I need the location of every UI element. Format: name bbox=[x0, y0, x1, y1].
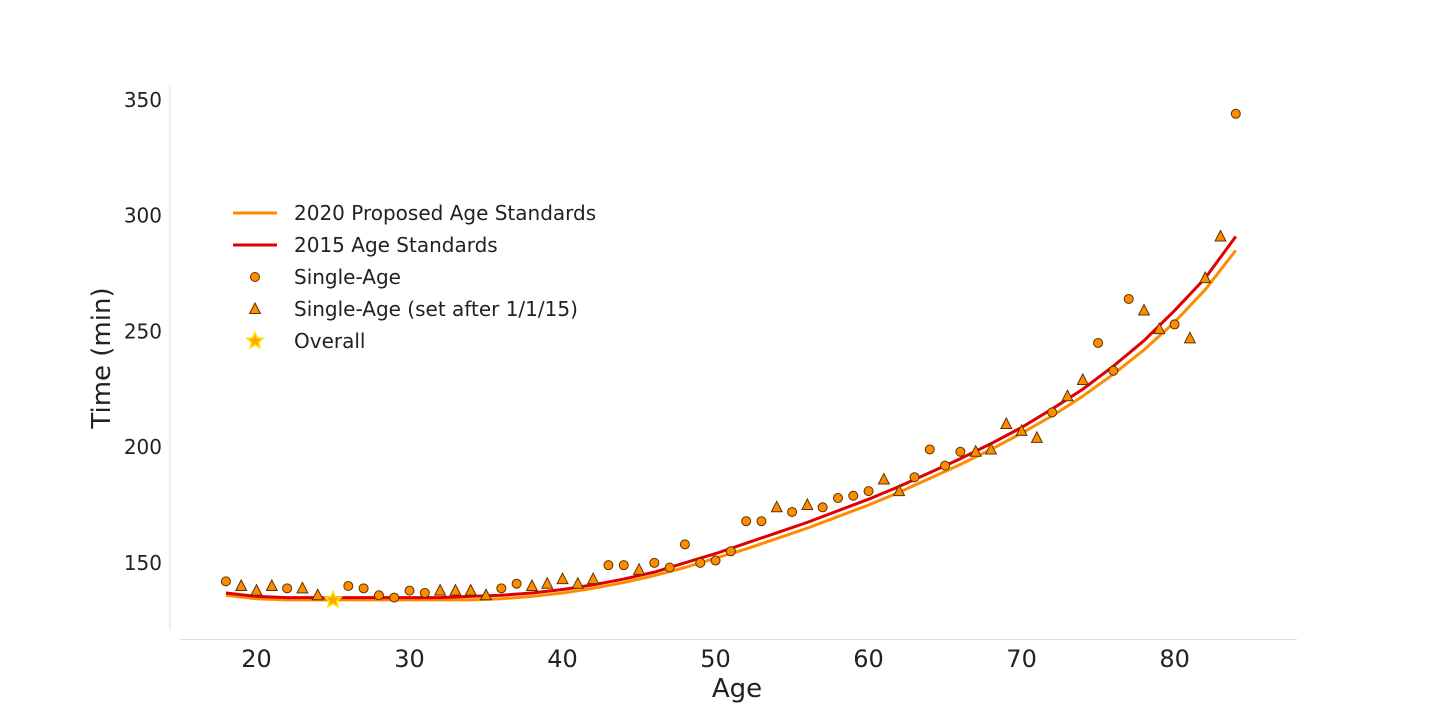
data-point-circle bbox=[511, 578, 522, 589]
data-point-circle bbox=[725, 546, 736, 557]
data-point-circle bbox=[1108, 365, 1119, 376]
x-tick-label: 20 bbox=[241, 645, 272, 673]
data-point-triangle bbox=[571, 576, 585, 589]
data-point-triangle bbox=[586, 571, 600, 585]
data-point-triangle bbox=[250, 583, 263, 596]
data-point-triangle bbox=[1137, 303, 1151, 316]
data-point-triangle bbox=[1076, 372, 1090, 385]
data-point-triangle bbox=[1061, 389, 1074, 402]
data-point-circle bbox=[220, 576, 231, 587]
data-point-circle bbox=[832, 493, 843, 504]
legend-label: Single-Age bbox=[294, 265, 401, 289]
data-point-triangle bbox=[311, 588, 324, 601]
data-point-triangle bbox=[1183, 331, 1197, 344]
data-point-triangle bbox=[801, 497, 814, 510]
data-point-circle bbox=[679, 539, 690, 550]
data-point-triangle bbox=[1153, 321, 1166, 335]
x-tick-label: 70 bbox=[1006, 645, 1037, 673]
x-tick-label: 80 bbox=[1159, 645, 1190, 673]
x-tick-label: 40 bbox=[547, 645, 578, 673]
data-point-triangle bbox=[1015, 423, 1028, 436]
data-point-circle bbox=[618, 560, 629, 571]
data-point-triangle bbox=[525, 578, 539, 592]
legend: 2020 Proposed Age Standards 2015 Age Stan… bbox=[233, 201, 596, 353]
x-axis-title: Age bbox=[712, 674, 762, 704]
data-point-triangle bbox=[1000, 416, 1013, 429]
data-point-circle bbox=[373, 590, 384, 601]
data-point-triangle bbox=[1030, 430, 1044, 443]
series-1-line bbox=[225, 235, 1237, 600]
data-point-circle bbox=[343, 581, 354, 592]
y-tick-label: 150 bbox=[124, 551, 162, 575]
y-tick-label: 350 bbox=[124, 88, 162, 112]
legend-label: 2020 Proposed Age Standards bbox=[294, 201, 596, 225]
data-point-circle bbox=[848, 490, 859, 501]
data-point-circle bbox=[756, 516, 767, 527]
legend-label: 2015 Age Standards bbox=[294, 233, 498, 257]
data-point-circle bbox=[955, 446, 966, 457]
legend-swatch-triangle bbox=[248, 301, 262, 314]
data-point-circle bbox=[863, 486, 874, 497]
data-point-triangle bbox=[265, 578, 279, 592]
data-point-circle bbox=[1047, 407, 1058, 418]
data-point-circle bbox=[817, 502, 828, 513]
data-point-circle bbox=[649, 557, 660, 568]
data-point-circle bbox=[1123, 293, 1134, 304]
data-point-circle bbox=[1169, 319, 1180, 330]
data-point-circle bbox=[940, 460, 951, 471]
data-point-circle bbox=[741, 516, 752, 527]
data-point-triangle bbox=[1198, 271, 1212, 284]
x-tick-label: 30 bbox=[394, 645, 425, 673]
data-point-triangle bbox=[1214, 229, 1227, 242]
data-point-circle bbox=[664, 562, 675, 573]
y-tick-label: 300 bbox=[124, 204, 162, 228]
data-point-star bbox=[323, 589, 343, 609]
data-point-triangle bbox=[449, 583, 462, 596]
data-point-triangle bbox=[877, 472, 891, 485]
data-point-triangle bbox=[296, 581, 309, 594]
data-point-triangle bbox=[464, 583, 477, 596]
y-axis-title: Time (min) bbox=[87, 287, 117, 429]
data-point-circle bbox=[1230, 108, 1241, 119]
data-point-circle bbox=[389, 592, 400, 603]
legend-swatch-circle bbox=[250, 272, 260, 282]
data-point-circle bbox=[710, 555, 721, 566]
data-point-triangle bbox=[234, 578, 248, 592]
y-tick-label: 250 bbox=[124, 319, 162, 343]
data-point-triangle bbox=[479, 588, 493, 601]
data-point-circle bbox=[496, 583, 507, 594]
legend-label: Single-Age (set after 1/1/15) bbox=[294, 297, 578, 321]
data-point-circle bbox=[695, 557, 706, 568]
legend-swatch-star bbox=[245, 330, 265, 350]
tick-layer: 20 30 40 50 60 70 80 150 200 250 300 350 bbox=[124, 88, 1190, 673]
legend-label: Overall bbox=[294, 329, 365, 353]
series-layer bbox=[220, 108, 1241, 609]
data-point-circle bbox=[787, 506, 798, 517]
data-point-circle bbox=[358, 583, 369, 594]
data-point-circle bbox=[924, 444, 935, 455]
data-point-circle bbox=[404, 585, 415, 596]
data-point-circle bbox=[603, 560, 614, 571]
data-point-triangle bbox=[556, 571, 569, 585]
data-point-triangle bbox=[433, 583, 447, 596]
data-point-circle bbox=[282, 583, 293, 594]
data-point-triangle bbox=[969, 444, 982, 457]
data-point-circle bbox=[1093, 337, 1104, 348]
x-tick-label: 60 bbox=[853, 645, 884, 673]
data-point-circle bbox=[419, 587, 430, 598]
data-point-triangle bbox=[541, 576, 554, 589]
x-tick-label: 50 bbox=[700, 645, 731, 673]
data-point-circle bbox=[909, 472, 920, 483]
data-point-triangle bbox=[770, 500, 783, 513]
data-point-triangle bbox=[632, 562, 646, 575]
data-point-triangle bbox=[984, 442, 998, 455]
y-tick-label: 200 bbox=[124, 435, 162, 459]
data-point-triangle bbox=[892, 484, 906, 497]
